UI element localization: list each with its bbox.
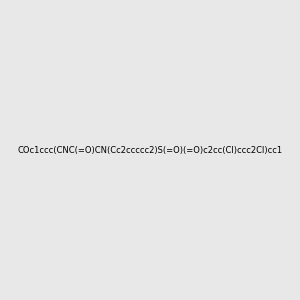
Text: COc1ccc(CNC(=O)CN(Cc2ccccc2)S(=O)(=O)c2cc(Cl)ccc2Cl)cc1: COc1ccc(CNC(=O)CN(Cc2ccccc2)S(=O)(=O)c2c… xyxy=(17,146,283,154)
